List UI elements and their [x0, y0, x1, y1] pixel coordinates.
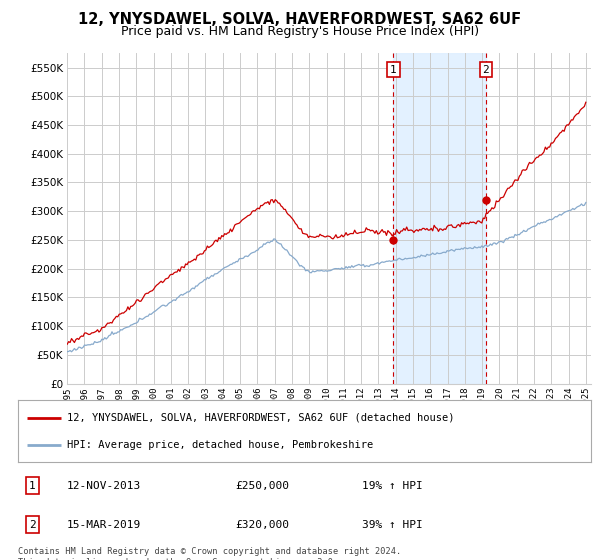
Text: 12, YNYSDAWEL, SOLVA, HAVERFORDWEST, SA62 6UF: 12, YNYSDAWEL, SOLVA, HAVERFORDWEST, SA6…: [79, 12, 521, 27]
Text: Contains HM Land Registry data © Crown copyright and database right 2024.
This d: Contains HM Land Registry data © Crown c…: [18, 547, 401, 560]
Text: 39% ↑ HPI: 39% ↑ HPI: [362, 520, 422, 530]
Text: 2: 2: [482, 65, 489, 74]
Text: 1: 1: [390, 65, 397, 74]
Text: Price paid vs. HM Land Registry's House Price Index (HPI): Price paid vs. HM Land Registry's House …: [121, 25, 479, 38]
Text: HPI: Average price, detached house, Pembrokeshire: HPI: Average price, detached house, Pemb…: [67, 440, 373, 450]
Text: £320,000: £320,000: [236, 520, 290, 530]
Text: £250,000: £250,000: [236, 480, 290, 491]
Text: 15-MAR-2019: 15-MAR-2019: [67, 520, 141, 530]
Text: 12, YNYSDAWEL, SOLVA, HAVERFORDWEST, SA62 6UF (detached house): 12, YNYSDAWEL, SOLVA, HAVERFORDWEST, SA6…: [67, 413, 454, 423]
Text: 12-NOV-2013: 12-NOV-2013: [67, 480, 141, 491]
Bar: [394, 53, 486, 384]
Text: 2: 2: [29, 520, 36, 530]
Text: 1: 1: [29, 480, 36, 491]
Text: 19% ↑ HPI: 19% ↑ HPI: [362, 480, 422, 491]
